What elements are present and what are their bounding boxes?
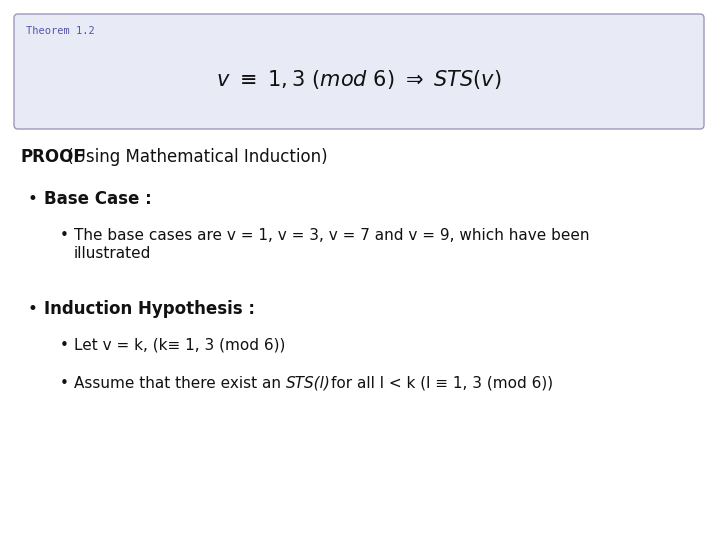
Text: Let v = k, (k≡ 1, 3 (mod 6)): Let v = k, (k≡ 1, 3 (mod 6)) — [74, 338, 285, 353]
Text: •: • — [60, 338, 69, 353]
Text: Assume that there exist an: Assume that there exist an — [74, 376, 286, 391]
Text: Theorem 1.2: Theorem 1.2 — [26, 26, 95, 36]
Text: •: • — [28, 300, 38, 318]
Text: STS(l): STS(l) — [286, 376, 330, 391]
Text: Base Case :: Base Case : — [44, 190, 152, 208]
Text: •: • — [28, 190, 38, 208]
Text: Induction Hypothesis :: Induction Hypothesis : — [44, 300, 255, 318]
Text: for all l < k (l ≡ 1, 3 (mod 6)): for all l < k (l ≡ 1, 3 (mod 6)) — [330, 376, 553, 391]
Text: •: • — [60, 228, 69, 243]
Text: PROOF: PROOF — [20, 148, 85, 166]
Text: $v\ \equiv\ 1, 3\ (mod\ 6)\ \Rightarrow\ STS(v)$: $v\ \equiv\ 1, 3\ (mod\ 6)\ \Rightarrow\… — [216, 68, 502, 91]
Text: •: • — [60, 376, 69, 391]
FancyBboxPatch shape — [14, 14, 704, 129]
Text: (Using Mathematical Induction): (Using Mathematical Induction) — [62, 148, 328, 166]
Text: The base cases are v = 1, v = 3, v = 7 and v = 9, which have been: The base cases are v = 1, v = 3, v = 7 a… — [74, 228, 590, 243]
Text: illustrated: illustrated — [74, 246, 151, 261]
